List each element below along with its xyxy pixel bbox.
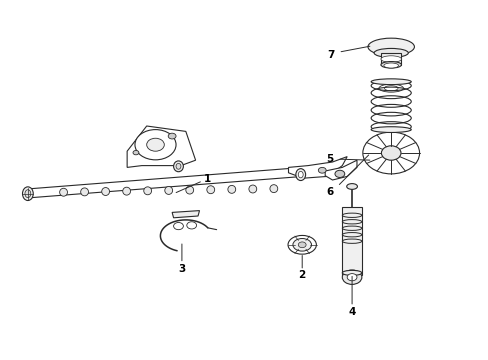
Ellipse shape bbox=[22, 187, 33, 201]
Ellipse shape bbox=[370, 79, 410, 85]
Ellipse shape bbox=[298, 171, 303, 178]
Ellipse shape bbox=[176, 163, 181, 169]
Ellipse shape bbox=[164, 186, 172, 194]
Ellipse shape bbox=[295, 168, 305, 181]
Text: 4: 4 bbox=[347, 307, 355, 318]
Polygon shape bbox=[325, 160, 356, 180]
Text: 3: 3 bbox=[178, 264, 185, 274]
Polygon shape bbox=[288, 157, 346, 178]
Ellipse shape bbox=[173, 161, 183, 172]
Circle shape bbox=[334, 170, 344, 177]
Circle shape bbox=[381, 146, 400, 160]
Circle shape bbox=[342, 270, 361, 284]
Circle shape bbox=[135, 130, 176, 160]
Ellipse shape bbox=[287, 235, 316, 254]
Text: 2: 2 bbox=[298, 270, 305, 280]
Ellipse shape bbox=[342, 270, 361, 275]
Ellipse shape bbox=[367, 38, 414, 55]
Circle shape bbox=[186, 222, 196, 229]
Polygon shape bbox=[127, 126, 195, 167]
Ellipse shape bbox=[373, 49, 407, 58]
Circle shape bbox=[298, 242, 305, 248]
Circle shape bbox=[362, 132, 419, 174]
Ellipse shape bbox=[248, 185, 256, 193]
Bar bbox=[342, 207, 361, 275]
Ellipse shape bbox=[383, 63, 398, 68]
Polygon shape bbox=[27, 167, 303, 198]
Circle shape bbox=[346, 274, 356, 281]
Ellipse shape bbox=[380, 56, 401, 62]
Ellipse shape bbox=[227, 185, 235, 193]
Bar bbox=[380, 53, 401, 65]
Ellipse shape bbox=[81, 188, 88, 196]
Circle shape bbox=[133, 150, 139, 155]
Ellipse shape bbox=[380, 62, 401, 68]
Text: 7: 7 bbox=[326, 50, 334, 60]
Circle shape bbox=[173, 222, 183, 230]
Text: 1: 1 bbox=[204, 174, 211, 184]
Circle shape bbox=[318, 167, 325, 173]
Ellipse shape bbox=[60, 188, 67, 196]
Polygon shape bbox=[172, 211, 199, 218]
Ellipse shape bbox=[143, 187, 151, 195]
Ellipse shape bbox=[25, 190, 31, 198]
Ellipse shape bbox=[292, 238, 311, 251]
Ellipse shape bbox=[122, 187, 130, 195]
Circle shape bbox=[146, 138, 164, 151]
Text: 6: 6 bbox=[326, 186, 333, 197]
Ellipse shape bbox=[206, 186, 214, 194]
Ellipse shape bbox=[370, 127, 410, 132]
Ellipse shape bbox=[102, 188, 109, 195]
Ellipse shape bbox=[185, 186, 193, 194]
Text: 5: 5 bbox=[326, 154, 333, 164]
Ellipse shape bbox=[346, 184, 357, 189]
Ellipse shape bbox=[269, 185, 277, 193]
Circle shape bbox=[168, 133, 176, 139]
